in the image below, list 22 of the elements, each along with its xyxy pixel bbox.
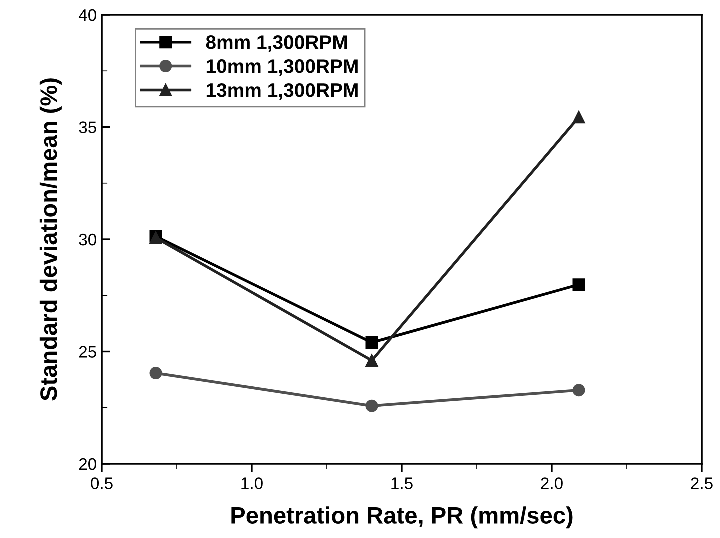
x-tick-label: 1.0 xyxy=(242,478,263,490)
y-tick-label: 30 xyxy=(79,234,96,246)
point xyxy=(150,367,162,380)
point xyxy=(572,278,586,292)
legend-label: 8mm 1,300RPM xyxy=(206,36,348,52)
point xyxy=(366,336,378,350)
y-tick-label: 40 xyxy=(78,9,96,22)
point xyxy=(572,111,586,124)
point xyxy=(572,384,586,397)
x-tick-label: 1.5 xyxy=(392,478,413,490)
y-tick-label: 35 xyxy=(79,122,96,134)
legend-label: 10mm 1,300RPM xyxy=(206,60,358,76)
x-tick-label: 2.5 xyxy=(691,478,713,490)
point xyxy=(366,354,378,367)
x-tick-label: 0.5 xyxy=(91,478,113,490)
legend-label: 13mm 1,300RPM xyxy=(206,83,358,100)
y-tick-label: 20 xyxy=(79,458,96,470)
x-axis-title: Penetration Rate, PR (mm/sec) xyxy=(232,506,573,529)
x-tick-label: 2.0 xyxy=(541,478,563,490)
y-axis-title: Standard deviation/mean (%) xyxy=(40,78,62,401)
y-tick-label: 25 xyxy=(79,346,96,358)
point xyxy=(366,400,378,412)
